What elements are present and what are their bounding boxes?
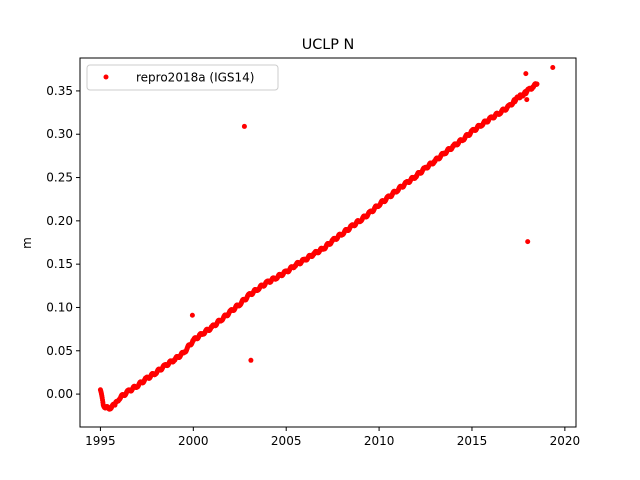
outlier-point bbox=[248, 357, 254, 363]
outlier-point bbox=[189, 312, 195, 318]
outlier-point bbox=[550, 65, 556, 71]
legend-entry-label: repro2018a (IGS14) bbox=[136, 71, 254, 85]
y-tick-label: 0.20 bbox=[46, 214, 73, 228]
legend-box bbox=[86, 64, 279, 91]
y-tick-label: 0.25 bbox=[46, 171, 73, 185]
legend: repro2018a (IGS14) bbox=[86, 64, 279, 91]
y-tick-label: 0.00 bbox=[46, 387, 73, 401]
outlier-point bbox=[241, 123, 247, 129]
x-tick-label: 2000 bbox=[178, 434, 209, 448]
y-axis-label: m bbox=[20, 237, 34, 249]
y-tick-label: 0.10 bbox=[46, 300, 73, 314]
axes-frame bbox=[79, 57, 577, 428]
outlier-point bbox=[524, 97, 530, 103]
y-tick-label: 0.30 bbox=[46, 127, 73, 141]
x-tick-label: 2015 bbox=[457, 434, 488, 448]
legend-marker bbox=[103, 74, 109, 80]
y-tick-label: 0.05 bbox=[46, 344, 73, 358]
x-axis-ticks: 1995 2000 2005 2010 2015 2020 bbox=[85, 427, 580, 448]
x-tick-label: 2010 bbox=[364, 434, 395, 448]
plot-marks bbox=[97, 65, 556, 412]
y-tick-label: 0.15 bbox=[46, 257, 73, 271]
x-tick-label: 2020 bbox=[550, 434, 581, 448]
chart-title: UCLP N bbox=[302, 37, 355, 53]
y-tick-label: 0.35 bbox=[46, 84, 73, 98]
x-tick-label: 2005 bbox=[271, 434, 302, 448]
outlier-point bbox=[525, 239, 531, 245]
outlier-point bbox=[523, 71, 529, 77]
x-tick-label: 1995 bbox=[85, 434, 116, 448]
data-point bbox=[534, 81, 540, 87]
y-axis-ticks: 0.00 0.05 0.10 0.15 0.20 0.25 0.30 0.35 bbox=[46, 84, 80, 401]
